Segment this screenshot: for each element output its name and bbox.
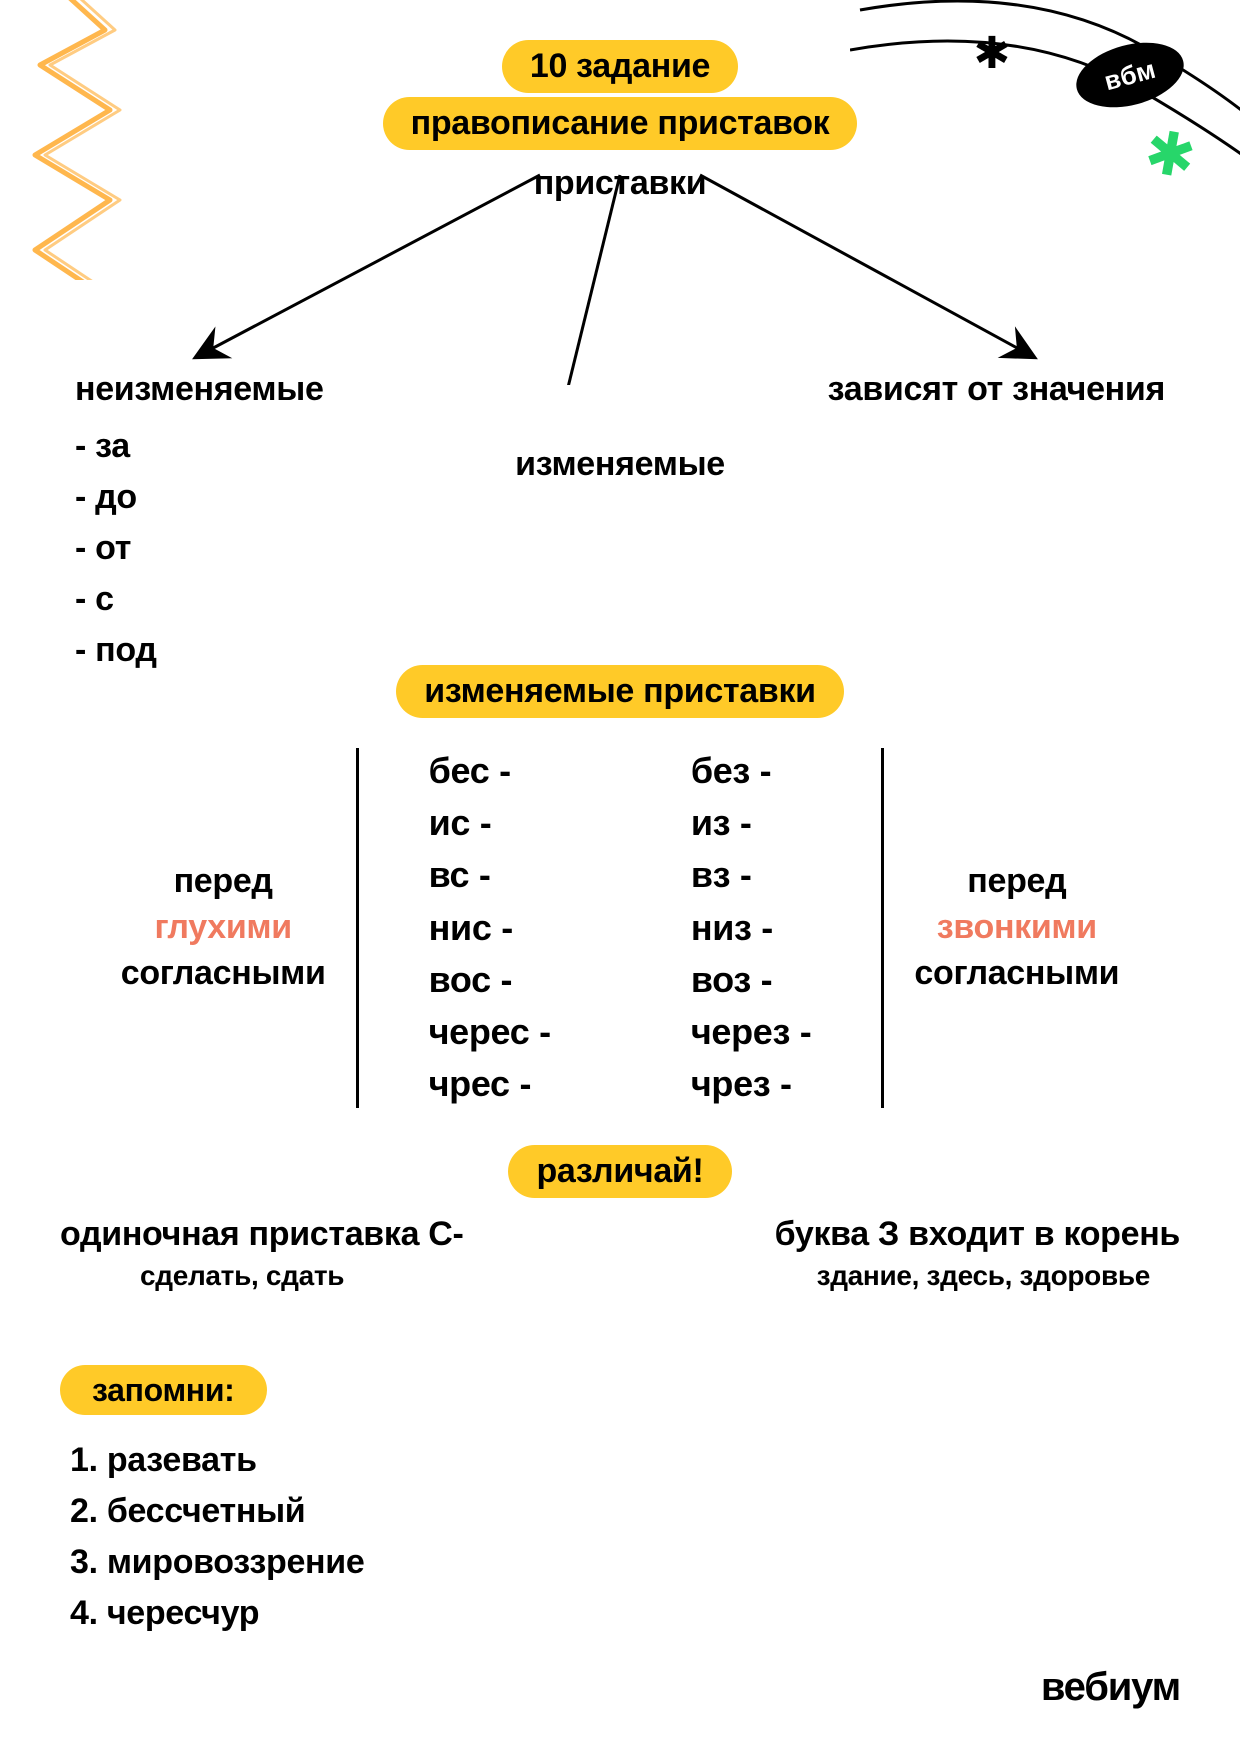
prefix-table: перед глухими согласными бес - ис - вс -… (0, 745, 1240, 1110)
prefix-item: вз - (691, 849, 812, 901)
label-line: перед (914, 859, 1119, 905)
branch-right-title: зависят от значения (828, 370, 1165, 409)
prefix-item: без - (691, 745, 812, 797)
prefix-item: ис - (429, 797, 551, 849)
tree-arrows (120, 165, 1120, 385)
prefix-item: вс - (429, 849, 551, 901)
dist-right-title: буква З входит в корень (620, 1215, 1180, 1254)
branch-middle-title: изменяемые (0, 445, 1240, 484)
section3-pill: различай! (508, 1145, 731, 1198)
left-side-label: перед глухими согласными (91, 859, 356, 997)
header-pill-2: правописание приставок (383, 97, 858, 150)
prefix-item: воз - (691, 954, 812, 1006)
branch-middle: изменяемые (0, 445, 1240, 484)
list-item: - от (75, 523, 324, 574)
remember-header: запомни: (60, 1365, 267, 1415)
prefix-item: бес - (429, 745, 551, 797)
prefix-col-left: бес - ис - вс - нис - вос - черес - чрес… (359, 745, 621, 1110)
section2-pill: изменяемые приставки (396, 665, 844, 718)
branch-left: неизменяемые - за - до - от - с - под (75, 370, 324, 676)
dist-left-title: одиночная приставка С- (60, 1215, 620, 1254)
remember-item: 1. разевать (70, 1435, 364, 1486)
label-accent: звонкими (914, 905, 1119, 951)
prefix-item: нис - (429, 902, 551, 954)
prefix-item: чрез - (691, 1058, 812, 1110)
branch-right: зависят от значения (828, 370, 1165, 409)
right-side-label: перед звонкими согласными (884, 859, 1149, 997)
prefix-col-right: без - из - вз - низ - воз - через - чрез… (621, 745, 882, 1110)
label-line: согласными (914, 951, 1119, 997)
dist-right-sub: здание, здесь, здоровье (620, 1260, 1180, 1292)
prefix-item: через - (691, 1006, 812, 1058)
prefix-item: из - (691, 797, 812, 849)
remember-item: 3. мировоззрение (70, 1537, 364, 1588)
footer-brand: вебиум (1041, 1665, 1180, 1710)
distinguish-right: буква З входит в корень здание, здесь, з… (620, 1215, 1180, 1292)
remember-pill: запомни: (60, 1365, 267, 1415)
section2-header: изменяемые приставки (0, 665, 1240, 718)
branch-left-title: неизменяемые (75, 370, 324, 409)
prefix-item: низ - (691, 902, 812, 954)
label-line: перед (121, 859, 326, 905)
distinguish-row: одиночная приставка С- сделать, сдать бу… (60, 1215, 1180, 1292)
label-accent: глухими (121, 905, 326, 951)
remember-list: 1. разевать 2. бессчетный 3. мировоззрен… (70, 1435, 364, 1639)
list-item: - с (75, 574, 324, 625)
prefix-item: вос - (429, 954, 551, 1006)
remember-item: 2. бессчетный (70, 1486, 364, 1537)
remember-item: 4. чересчур (70, 1588, 364, 1639)
header-pill-1: 10 задание (502, 40, 738, 93)
label-line: согласными (121, 951, 326, 997)
distinguish-left: одиночная приставка С- сделать, сдать (60, 1215, 620, 1292)
section3-header: различай! (0, 1145, 1240, 1198)
dist-left-sub: сделать, сдать (60, 1260, 620, 1292)
prefix-item: чрес - (429, 1058, 551, 1110)
prefix-item: черес - (429, 1006, 551, 1058)
